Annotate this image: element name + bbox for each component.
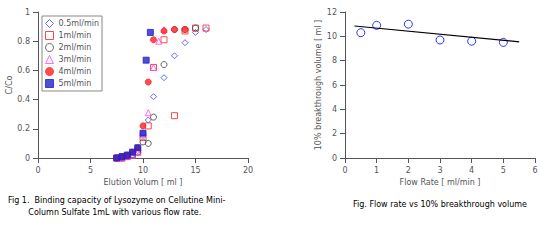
svg-text:0.8: 0.8 <box>17 37 30 46</box>
svg-text:6: 6 <box>532 166 537 175</box>
svg-text:2: 2 <box>406 166 411 175</box>
svg-text:Column Sulfate 1mL with variou: Column Sulfate 1mL with various flow rat… <box>8 208 201 217</box>
svg-text:10: 10 <box>327 32 337 41</box>
svg-text:0: 0 <box>25 154 30 163</box>
svg-text:2ml/min: 2ml/min <box>59 43 92 52</box>
svg-text:10: 10 <box>138 166 148 175</box>
svg-text:10% breakthrough volume [ ml ]: 10% breakthrough volume [ ml ] <box>314 20 323 150</box>
svg-text:3: 3 <box>437 166 442 175</box>
svg-text:1ml/min: 1ml/min <box>59 31 92 40</box>
svg-text:15: 15 <box>190 166 200 175</box>
svg-text:3ml/min: 3ml/min <box>59 55 92 64</box>
svg-text:20: 20 <box>243 166 253 175</box>
svg-text:Fig. Flow rate vs 10% breakthr: Fig. Flow rate vs 10% breakthrough volum… <box>353 200 527 209</box>
svg-text:0.2: 0.2 <box>17 124 30 133</box>
svg-text:Flow Rate [ ml/min ]: Flow Rate [ ml/min ] <box>400 178 481 187</box>
svg-text:0.5ml/min: 0.5ml/min <box>59 19 100 28</box>
svg-text:0: 0 <box>35 166 40 175</box>
svg-text:0.4: 0.4 <box>17 95 30 104</box>
svg-text:1: 1 <box>25 8 30 17</box>
svg-text:Fig 1. Binding capacity of Ly: Fig 1. Binding capacity of Lysozyme on C… <box>8 196 225 205</box>
svg-text:4: 4 <box>332 105 337 114</box>
svg-text:Elution Volum [ ml ]: Elution Volum [ ml ] <box>104 178 183 187</box>
svg-text:12: 12 <box>327 8 337 17</box>
svg-text:5ml/min: 5ml/min <box>59 79 92 88</box>
svg-text:5: 5 <box>501 166 506 175</box>
svg-text:0.6: 0.6 <box>17 66 30 75</box>
svg-text:1: 1 <box>374 166 379 175</box>
svg-text:4: 4 <box>469 166 474 175</box>
svg-text:0: 0 <box>342 166 347 175</box>
svg-text:C/Co: C/Co <box>5 76 14 95</box>
svg-text:5: 5 <box>88 166 93 175</box>
svg-text:6: 6 <box>332 81 337 90</box>
svg-text:4ml/min: 4ml/min <box>59 67 92 76</box>
svg-text:8: 8 <box>332 56 337 65</box>
svg-text:2: 2 <box>332 129 337 138</box>
svg-text:0: 0 <box>332 154 337 163</box>
